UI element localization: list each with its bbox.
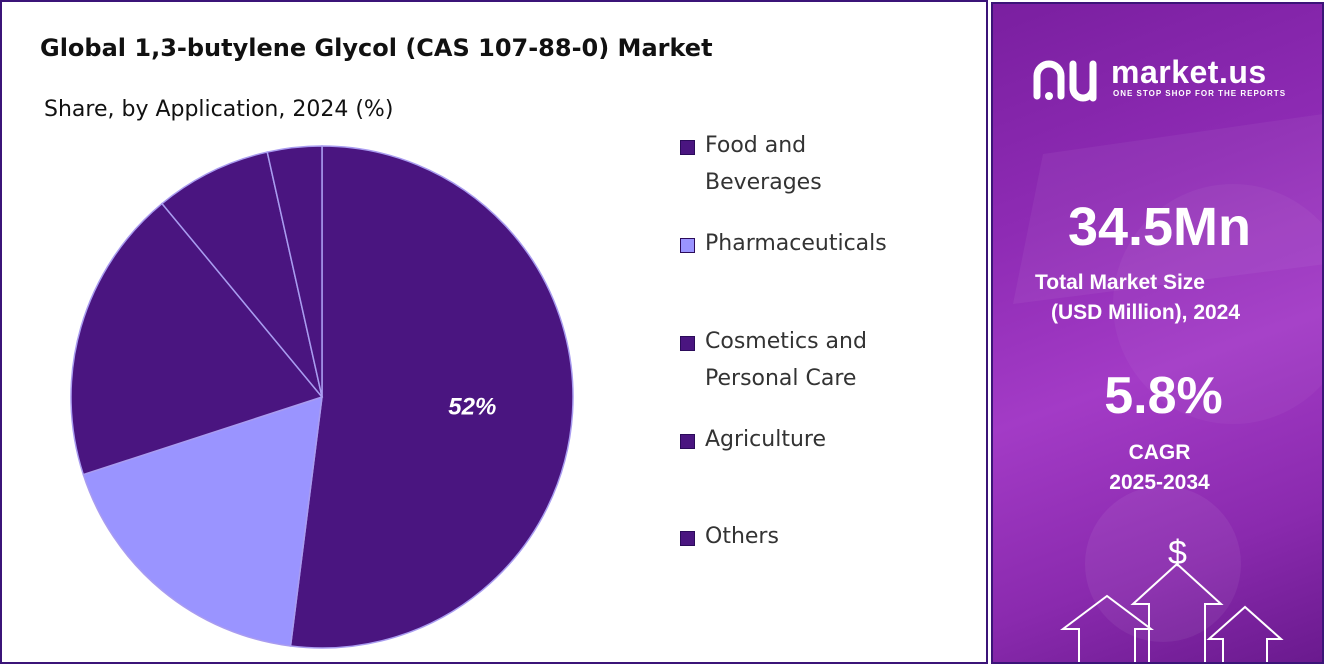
dollar-icon: $ [1168,534,1187,572]
pie-slice-pharmaceuticals[interactable] [82,395,323,647]
market-size-label-line2: (USD Million), 2024 [1051,301,1241,324]
legend-item-food-and-beverages[interactable]: Food and Beverages [680,133,980,201]
market-us-logo-icon [1033,60,1097,102]
legend-item-cosmetics-and-personal-care[interactable]: Cosmetics and Personal Care [680,329,980,397]
legend-swatch [680,434,695,449]
chart-subtitle: Share, by Application, 2024 (%) [44,97,394,122]
summary-panel: market.us ONE STOP SHOP FOR THE REPORTS … [991,2,1324,664]
legend-label-line2: Personal Care [705,366,857,391]
pie-slice-cosmetics-and-personal-care[interactable] [70,202,324,476]
legend-swatch [680,531,695,546]
cagr-label-line2: 2025-2034 [1109,471,1210,494]
background-decoration [1013,114,1322,662]
legend-swatch [680,140,695,155]
legend-item-agriculture[interactable]: Agriculture [680,427,980,458]
legend-label-line1: Agriculture [705,427,826,452]
legend-item-pharmaceuticals[interactable]: Pharmaceuticals [680,231,980,262]
market-size-label-line1: Total Market Size [1035,271,1205,294]
pie-data-label: 52% [448,393,496,420]
legend-label-line1: Cosmetics and [705,329,867,354]
pie-slice-food-and-beverages[interactable] [289,145,574,649]
legend-label-line1: Others [705,524,779,549]
brand-name: market.us [1111,54,1267,90]
brand-tagline: ONE STOP SHOP FOR THE REPORTS [1113,89,1287,98]
pie-slice-others[interactable] [266,145,323,398]
cagr-value: 5.8% [1104,367,1223,425]
legend-swatch [680,238,695,253]
legend-item-others[interactable]: Others [680,524,980,555]
legend-label-line1: Food and [705,133,807,158]
cagr-label-line1: CAGR [1128,441,1191,464]
legend-label-line2: Beverages [705,170,822,195]
market-size-value: 34.5Mn [1067,197,1252,257]
chart-panel: Global 1,3-butylene Glycol (CAS 107-88-0… [0,0,988,664]
legend-swatch [680,336,695,351]
chart-title: Global 1,3-butylene Glycol (CAS 107-88-0… [40,34,713,62]
pie-chart: 52% [70,145,574,649]
legend-label-line1: Pharmaceuticals [705,231,887,256]
pie-slice-agriculture[interactable] [160,151,323,398]
growth-arrows-icon [1060,562,1284,662]
